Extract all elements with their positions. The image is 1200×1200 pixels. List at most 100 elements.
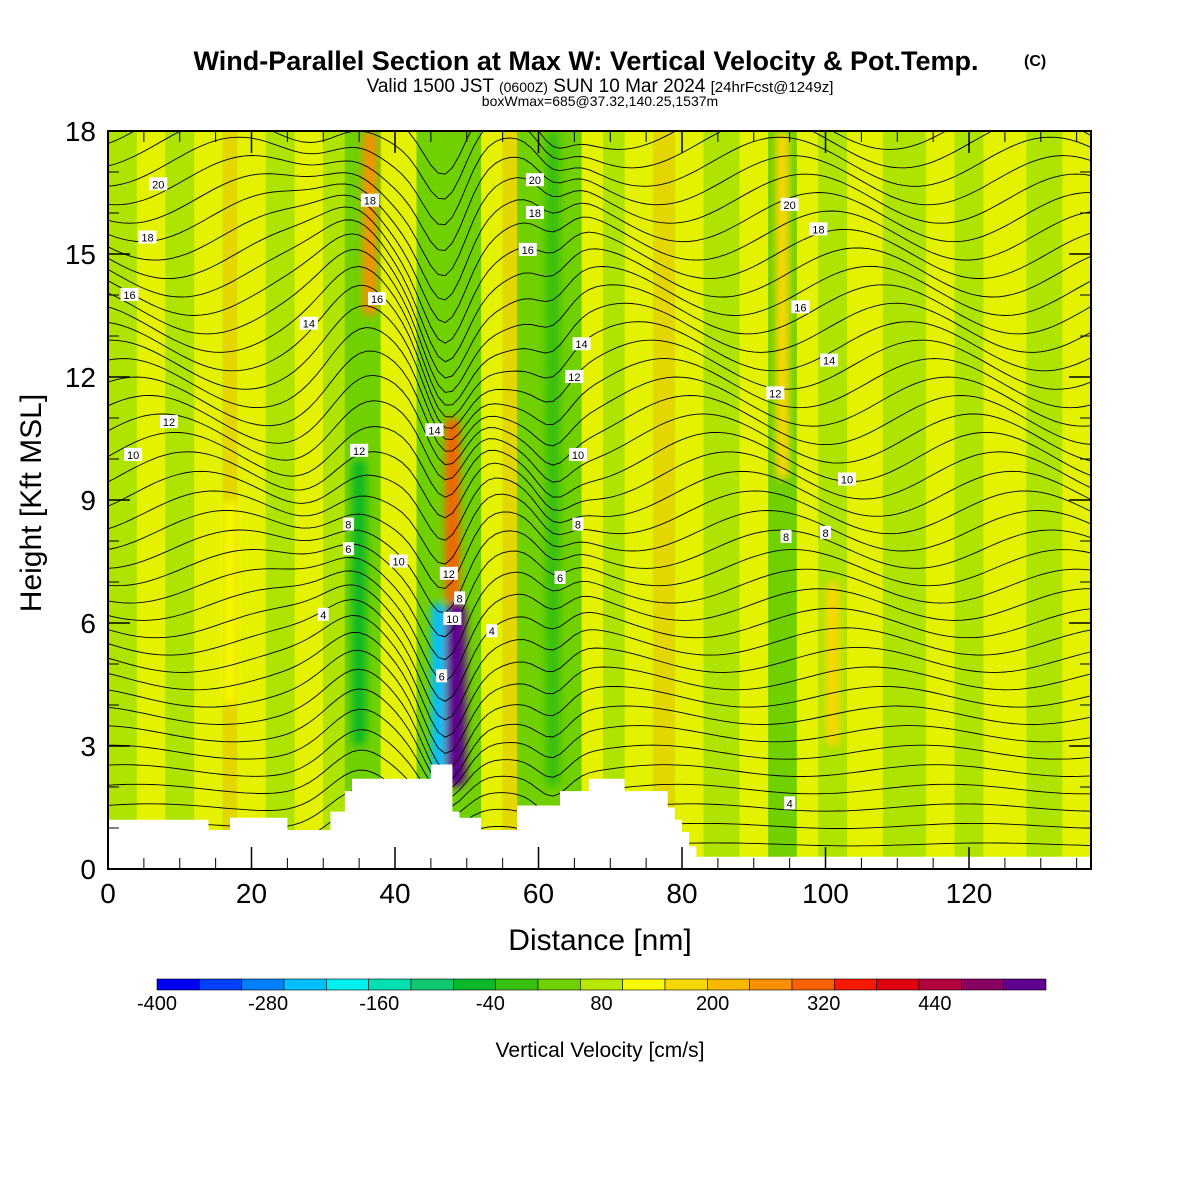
plot-area: 2018161210141816128610414128106420181614…: [108, 131, 1091, 869]
svg-text:8: 8: [457, 593, 463, 605]
contour-label: 18: [138, 230, 157, 245]
theta-contour: [108, 451, 1091, 519]
contour-label: 10: [389, 554, 408, 569]
colorbar-swatch: [622, 978, 666, 991]
y-tick-label: 6: [80, 608, 96, 639]
colorbar-swatch: [241, 978, 285, 991]
svg-text:10: 10: [446, 614, 458, 626]
theta-contour: [108, 305, 1091, 429]
contour-label: 12: [565, 370, 584, 384]
svg-text:8: 8: [783, 532, 789, 544]
colorbar-tick-label: -280: [248, 993, 288, 1015]
svg-text:4: 4: [489, 626, 495, 638]
svg-text:20: 20: [152, 179, 164, 191]
contour-label: 10: [124, 447, 143, 462]
y-tick-label: 0: [80, 854, 96, 885]
theta-contour: [108, 599, 1091, 721]
contour-label: 16: [368, 292, 387, 306]
svg-text:4: 4: [787, 798, 793, 810]
velocity-band: [954, 131, 984, 869]
theta-contour: [108, 426, 1091, 498]
contour-label: 8: [454, 591, 466, 605]
theta-contour: [108, 400, 1091, 483]
svg-text:18: 18: [529, 208, 541, 220]
theta-contour: [108, 510, 1091, 589]
subtitle-z: (0600Z): [499, 79, 548, 95]
velocity-band: [265, 131, 295, 869]
svg-text:16: 16: [371, 294, 383, 306]
contour-label: 8: [572, 517, 584, 532]
theta-contour: [108, 668, 1091, 782]
contour-label: 12: [766, 386, 785, 400]
svg-text:8: 8: [345, 520, 351, 532]
contour-label: 14: [572, 337, 591, 351]
colorbar-swatch: [749, 978, 793, 991]
contour-label: 14: [820, 353, 839, 368]
theta-contour: [108, 649, 1091, 770]
y-tick-label: 18: [65, 116, 96, 147]
theta-contours: [108, 131, 1091, 867]
svg-text:6: 6: [345, 544, 351, 556]
box-info: boxWmax=685@37.32,140.25,1537m: [482, 93, 718, 109]
theta-contour: [108, 194, 1091, 324]
contour-label: 8: [342, 517, 354, 532]
svg-text:6: 6: [439, 671, 445, 683]
x-tick-label: 40: [379, 878, 410, 909]
colorbar-swatch: [283, 978, 327, 991]
contour-label: 10: [568, 447, 587, 462]
velocity-band: [136, 131, 166, 869]
colorbar-tick-label: -40: [476, 993, 505, 1015]
colorbar-swatch: [199, 978, 242, 991]
theta-contour: [108, 729, 1091, 808]
theta-contour: [108, 570, 1091, 682]
velocity-feature: [362, 131, 377, 316]
contour-label: 4: [317, 607, 329, 622]
contour-label: 6: [342, 542, 354, 556]
theta-contour: [108, 136, 1091, 226]
svg-text:16: 16: [522, 245, 534, 257]
theta-contour: [108, 350, 1091, 452]
velocity-band: [674, 131, 704, 869]
svg-text:16: 16: [794, 302, 806, 314]
velocity-band: [703, 131, 740, 869]
velocity-feature: [445, 602, 466, 787]
velocity-band: [847, 131, 883, 869]
svg-text:14: 14: [575, 339, 587, 351]
theta-contour: [108, 131, 947, 175]
colorbar-tick-label: -160: [359, 993, 399, 1015]
contour-label: 6: [436, 669, 448, 683]
chart-title: Wind-Parallel Section at Max W: Vertical…: [194, 46, 979, 76]
svg-text:12: 12: [353, 446, 365, 458]
theta-contour: [108, 249, 1091, 393]
velocity-feature: [775, 131, 790, 480]
theta-contour: [108, 183, 1091, 301]
colorbar: -400 -280 -160 -40 80 200 320 440: [137, 978, 1047, 1015]
colorbar-tick-label: 200: [696, 993, 729, 1015]
svg-text:12: 12: [568, 372, 580, 384]
colorbar-tick-label: 80: [590, 993, 612, 1015]
chart-subtitle: Valid 1500 JST (0600Z) SUN 10 Mar 2024 […: [367, 76, 834, 97]
svg-text:12: 12: [443, 569, 455, 581]
contour-label: 20: [525, 173, 544, 187]
theta-contour: [108, 557, 1091, 661]
terrain: [108, 764, 1091, 869]
velocity-band: [1026, 131, 1063, 869]
theta-contour: [108, 584, 1091, 702]
theta-contour: [108, 265, 1091, 406]
contour-label: 16: [791, 300, 810, 314]
contour-label: 18: [360, 193, 379, 208]
colorbar-swatch: [156, 978, 200, 991]
svg-text:14: 14: [823, 356, 835, 368]
theta-contour: [108, 233, 1091, 379]
contour-label: 12: [159, 415, 178, 429]
y-axis-label: Height [Kft MSL]: [15, 394, 48, 612]
svg-text:18: 18: [141, 233, 153, 245]
contour-label: 12: [350, 443, 369, 458]
contour-label: 10: [443, 611, 462, 626]
contour-label: 12: [439, 566, 458, 581]
velocity-band: [481, 131, 503, 869]
colorbar-swatch: [707, 978, 750, 991]
svg-text:18: 18: [364, 196, 376, 208]
velocity-band: [165, 131, 195, 869]
